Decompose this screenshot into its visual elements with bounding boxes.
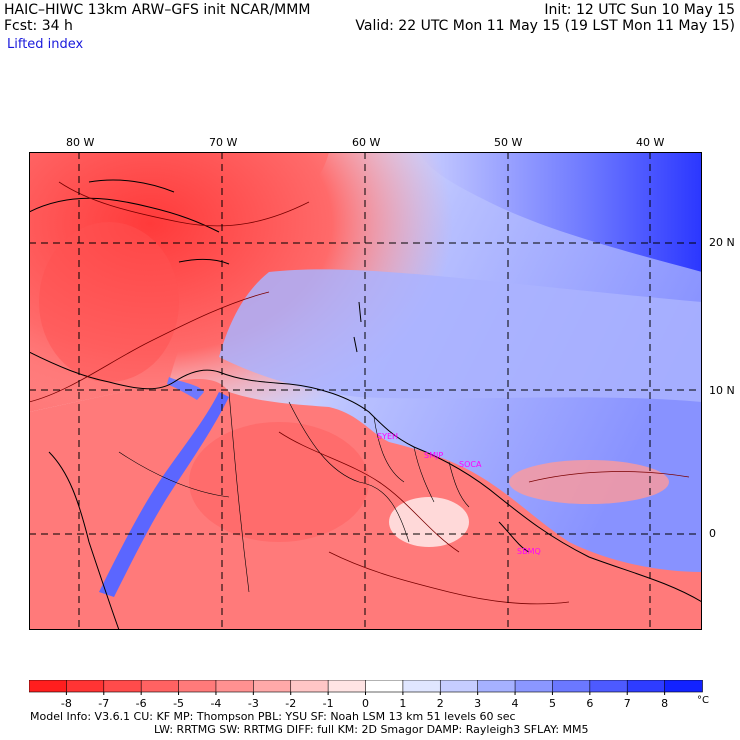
colorbar-swatches (29, 680, 703, 693)
colorbar-swatch (215, 680, 255, 693)
forecast-hour: Fcst: 34 h (4, 18, 73, 34)
andes-stable-streak (99, 392, 229, 597)
lon-label-50w: 50 W (494, 136, 523, 149)
init-time: Init: 12 UTC Sun 10 May 15 (544, 2, 735, 18)
colorbar-swatch (103, 680, 142, 693)
colorbar-label: 6 (586, 697, 593, 710)
colorbar-swatch (589, 680, 629, 693)
colorbar-swatch (178, 680, 217, 693)
colorbar-swatch (365, 680, 404, 693)
colorbar-label: -2 (285, 697, 296, 710)
model-info-line-2: LW: RRTMG SW: RRTMG DIFF: full KM: 2D Sm… (154, 723, 589, 736)
colorbar-swatch (552, 680, 591, 693)
colorbar-swatch (253, 680, 292, 693)
lat-label-0: 0 (709, 527, 716, 540)
colorbar-label: 0 (362, 697, 369, 710)
colorbar-swatch (66, 680, 105, 693)
map-border (29, 152, 702, 630)
variable-name: Lifted index (7, 37, 84, 52)
central-stable-band (219, 269, 702, 402)
model-info-line-1: Model Info: V3.6.1 CU: KF MP: Thompson P… (30, 710, 516, 723)
colorbar-unit: °C (697, 695, 709, 706)
lon-label-70w: 70 W (209, 136, 238, 149)
colorbar-label: -4 (210, 697, 221, 710)
colorbar-label: 3 (474, 697, 481, 710)
station-smjp: SMJP (424, 451, 443, 460)
lat-lon-grid (29, 152, 702, 630)
lat-label-10n: 10 N (709, 384, 735, 397)
colorbar-label: -3 (248, 697, 259, 710)
colorbar-label: 1 (399, 697, 406, 710)
colorbar-label: -8 (61, 697, 72, 710)
country-borders (118, 391, 470, 593)
colorbar-swatch (327, 680, 367, 693)
colorbar-label: -1 (323, 697, 334, 710)
colorbar-label: 4 (512, 697, 519, 710)
colorbar-label: -7 (98, 697, 109, 710)
colorbar-label: 2 (437, 697, 444, 710)
colorbar-label: -5 (173, 697, 184, 710)
lifted-index-map: SYEH SMJP SOCA SBMQ (29, 152, 702, 630)
colorbar-swatch (626, 680, 666, 693)
station-syeh: SYEH (377, 432, 398, 441)
colorbar-labels: -8 -7 -6 -5 -4 -3 -2 -1 0 1 2 3 4 5 6 7 8 (61, 692, 668, 710)
contour-lines (29, 181, 690, 605)
colorbar-label: 8 (661, 697, 668, 710)
lon-label-60w: 60 W (352, 136, 381, 149)
lat-label-20n: 20 N (709, 236, 735, 249)
colorbar-swatch (402, 680, 442, 693)
colorbar: -8 -7 -6 -5 -4 -3 -2 -1 0 1 2 3 4 5 6 7 8 (29, 680, 703, 710)
colorbar-label: 7 (624, 697, 631, 710)
colorbar-swatch (514, 680, 554, 693)
colorbar-label: -6 (136, 697, 147, 710)
model-title: HAIC–HIWC 13km ARW–GFS init NCAR/MMM (4, 2, 311, 18)
station-soca: SOCA (459, 460, 482, 469)
valid-time: Valid: 22 UTC Mon 11 May 15 (19 LST Mon … (355, 18, 735, 34)
colorbar-label: 5 (549, 697, 556, 710)
colorbar-swatch (664, 680, 703, 693)
lon-label-80w: 80 W (66, 136, 95, 149)
coastlines (29, 179, 702, 630)
station-sbmq: SBMQ (517, 547, 541, 556)
colorbar-swatch (439, 680, 479, 693)
colorbar-swatch (290, 680, 329, 693)
colorbar-swatch (477, 680, 516, 693)
lon-label-40w: 40 W (636, 136, 665, 149)
colorbar-swatch (140, 680, 180, 693)
colorbar-swatch (29, 680, 68, 693)
